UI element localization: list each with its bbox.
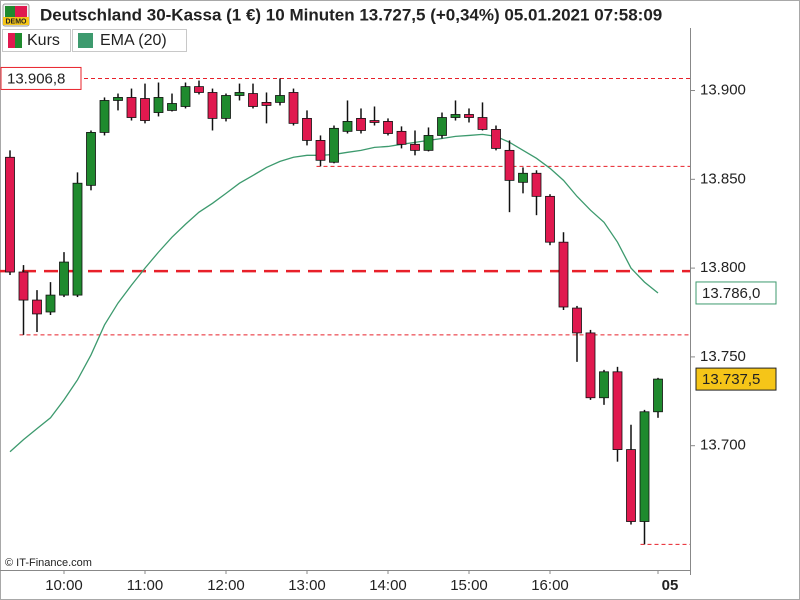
candle-body [180, 86, 191, 107]
candle-body [5, 156, 15, 273]
candle-body [234, 92, 245, 96]
candle-body [72, 182, 83, 296]
price-label-box [695, 281, 777, 305]
candle-body [329, 127, 339, 163]
y-tick-label: 13.750 [700, 348, 746, 365]
candle-body [545, 195, 555, 243]
candle-body [626, 449, 636, 522]
x-tick-label: 16:00 [531, 577, 569, 594]
candle-body [599, 371, 609, 399]
candle-body [315, 140, 326, 161]
price-label-box [695, 367, 777, 391]
candle-body [45, 294, 56, 313]
candle-body [653, 378, 663, 413]
candle-body [558, 241, 569, 308]
candle-body [396, 130, 407, 145]
x-tick-label: 15:00 [450, 577, 488, 594]
candle-body [261, 102, 272, 106]
price-label-box [0, 66, 82, 90]
candle-body [410, 143, 420, 151]
x-tick-label: 13:00 [288, 577, 326, 594]
candle-body [356, 117, 366, 131]
badge-text: DEMO [6, 18, 28, 25]
y-tick-label: 13.850 [700, 170, 746, 187]
candle-body [221, 95, 231, 119]
candle-body [302, 117, 312, 141]
legend-swatch [78, 33, 93, 48]
candle-body [504, 149, 515, 181]
candle-body [86, 132, 96, 186]
legend: Kurs EMA (20) [2, 29, 187, 52]
x-tick-label: 12:00 [207, 577, 245, 594]
x-tick-label: 11:00 [127, 577, 163, 594]
x-tick-label: 10:00 [45, 577, 83, 594]
candle-body [194, 86, 204, 93]
y-tick-label: 13.900 [700, 81, 746, 98]
candle-body [572, 307, 582, 334]
candle-body [491, 129, 501, 149]
candle-body [32, 299, 42, 315]
x-tick-label: 14:00 [369, 577, 407, 594]
y-tick-label: 13.700 [700, 437, 746, 454]
candle-body [383, 121, 393, 134]
candle-body [248, 93, 258, 107]
y-tick-label: 13.800 [700, 259, 746, 276]
candle-body [288, 92, 299, 124]
footer: © IT-Finance.com [5, 557, 92, 569]
candle-body [369, 120, 380, 123]
candle-body [59, 261, 69, 296]
candle-body [140, 98, 150, 121]
price-label: 13.737,5 [702, 371, 760, 388]
legend-label: EMA (20) [100, 32, 167, 49]
candle-body [464, 114, 474, 118]
price-label: 13.906,8 [7, 70, 65, 87]
candle-body [126, 97, 137, 118]
legend-swatch [8, 33, 15, 48]
candle-body [275, 95, 285, 103]
candle-body [531, 172, 542, 197]
candle-body [113, 97, 123, 101]
candle-body [477, 117, 488, 130]
candle-body [612, 371, 623, 450]
candle-body [342, 121, 353, 132]
chart-title: Deutschland 30-Kassa (1 €) 10 Minuten 13… [40, 5, 662, 24]
x-tick-label: 05 [662, 577, 679, 594]
candle-body [585, 332, 596, 399]
candle-body [437, 117, 447, 136]
candle-body [207, 92, 218, 119]
demo-badge: DEMO [2, 3, 30, 27]
candle-body [423, 135, 434, 151]
legend-label: Kurs [27, 32, 60, 49]
candle-body [99, 100, 110, 133]
candle-body [18, 271, 29, 301]
candle-body [450, 114, 461, 118]
candle-body [639, 411, 650, 522]
price-label: 13.786,0 [702, 285, 760, 302]
candle-body [153, 97, 164, 113]
candle-body [167, 103, 177, 111]
legend-swatch [15, 33, 22, 48]
candle-body [518, 172, 528, 183]
